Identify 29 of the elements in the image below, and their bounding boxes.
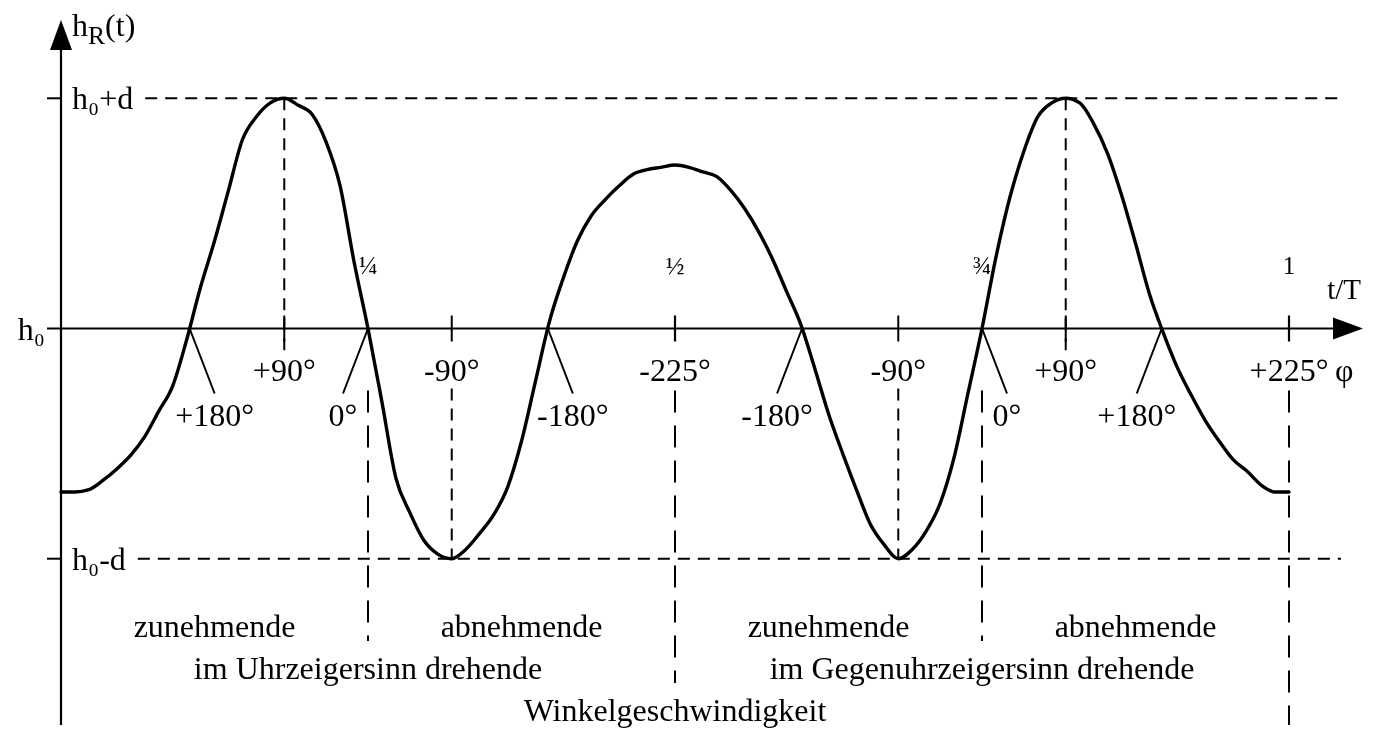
x-tick-label: 1 [1282, 251, 1296, 279]
ref-line-label: h₀-d [72, 540, 126, 577]
annotation: +90° [1034, 351, 1098, 388]
text: φ [1335, 351, 1354, 388]
text: zunehmende [747, 608, 910, 644]
text: im Gegenuhrzeigersinn drehende [769, 650, 1195, 686]
ref-line-label: h₀+d [72, 80, 134, 117]
text: abnehmende [440, 608, 603, 644]
annotation: +90° [252, 351, 316, 388]
text: zunehmende [133, 608, 296, 644]
annotation: 0° [328, 396, 358, 433]
annotation: -225° [639, 351, 711, 388]
annotation: -90° [870, 351, 926, 388]
y-axis-title: h$_{R}$(t) [72, 7, 136, 50]
annotation: +225° [1249, 351, 1329, 388]
text: abnehmende [1054, 608, 1217, 644]
text: Winkelgeschwindigkeit [523, 692, 827, 728]
annotation: +180° [1097, 396, 1177, 433]
text: im Uhrzeigersinn drehende [193, 650, 543, 686]
annotation: -180° [741, 396, 813, 433]
annotation: -180° [537, 396, 609, 433]
text: h₀ [17, 310, 45, 347]
annotation: -90° [424, 351, 480, 388]
annotation: 0° [992, 396, 1022, 433]
annotation: +180° [175, 396, 255, 433]
x-tick-label: ¼ [358, 251, 378, 279]
x-axis-title: t/T [1327, 272, 1362, 305]
x-tick-label: ¾ [972, 251, 992, 279]
x-tick-label: ½ [665, 251, 685, 279]
